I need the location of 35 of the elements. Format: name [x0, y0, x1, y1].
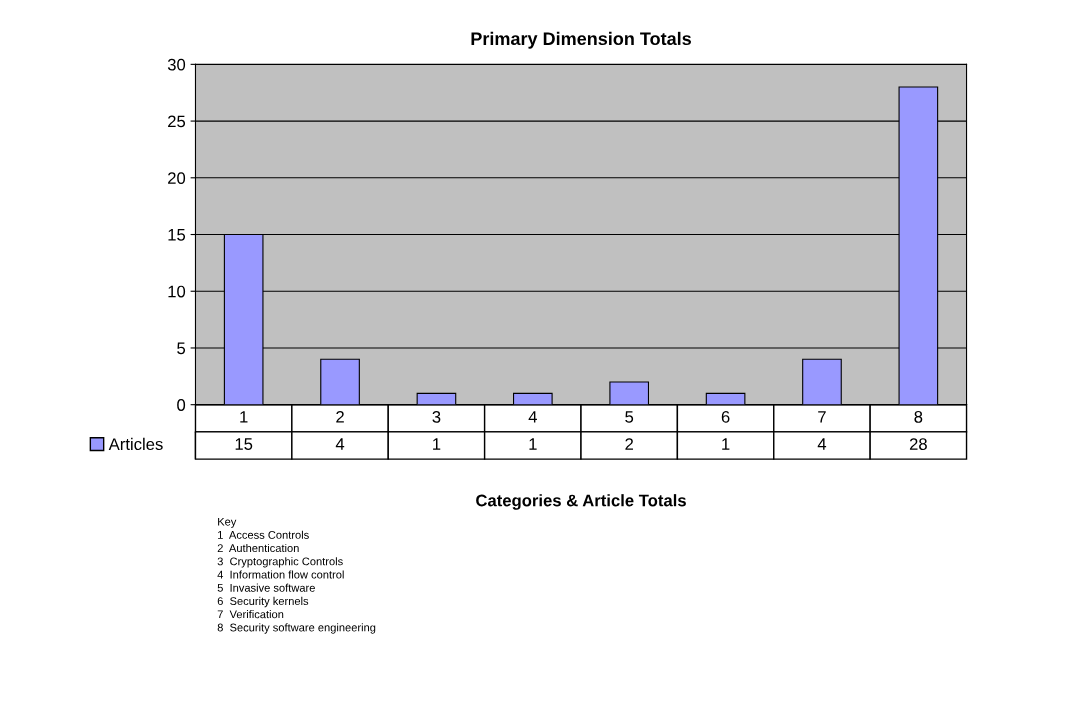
x-tick-label: 5 — [625, 411, 634, 423]
x-tick-label: 1 — [240, 411, 248, 423]
x-tick-label: 3 — [432, 410, 441, 423]
data-label: 15 — [235, 438, 253, 450]
x-axis-title: Categories & Article Totals — [476, 494, 686, 510]
y-tick-label: 25 — [168, 115, 186, 128]
data-label: 1 — [433, 438, 441, 450]
x-tick-label: 8 — [914, 410, 923, 423]
data-label: 1 — [529, 438, 537, 450]
x-tick-label: 6 — [721, 410, 730, 423]
text: 2 Authentication — [217, 543, 299, 553]
data-label: 4 — [817, 438, 827, 450]
text: Key — [218, 517, 237, 528]
data-label: 1 — [722, 438, 730, 450]
text: 8 Security software engineering — [217, 623, 376, 634]
text: 7 Verification — [217, 610, 284, 619]
y-tick-label: 20 — [168, 172, 186, 184]
y-tick-label: 0 — [177, 399, 186, 411]
y-tick-label: 5 — [177, 342, 186, 355]
text: 4 Information flow control — [217, 570, 344, 579]
legend-label: Articles — [108, 437, 163, 451]
text: 5 Invasive software — [217, 583, 315, 592]
text: 1 Access Controls — [218, 530, 309, 539]
x-tick-label: 7 — [818, 411, 826, 423]
text: 3 Cryptographic Controls — [217, 557, 343, 568]
data-label: 28 — [909, 438, 927, 450]
data-label: 4 — [335, 438, 345, 450]
x-tick-label: 4 — [528, 411, 537, 423]
y-tick-label: 15 — [168, 229, 186, 241]
data-label: 2 — [625, 438, 633, 450]
y-tick-label: 30 — [167, 58, 186, 71]
y-tick-label: 10 — [168, 285, 186, 298]
chart-title: Primary Dimension Totals — [471, 31, 691, 49]
text: 6 Security kernels — [217, 596, 309, 608]
x-tick-label: 2 — [336, 410, 344, 423]
